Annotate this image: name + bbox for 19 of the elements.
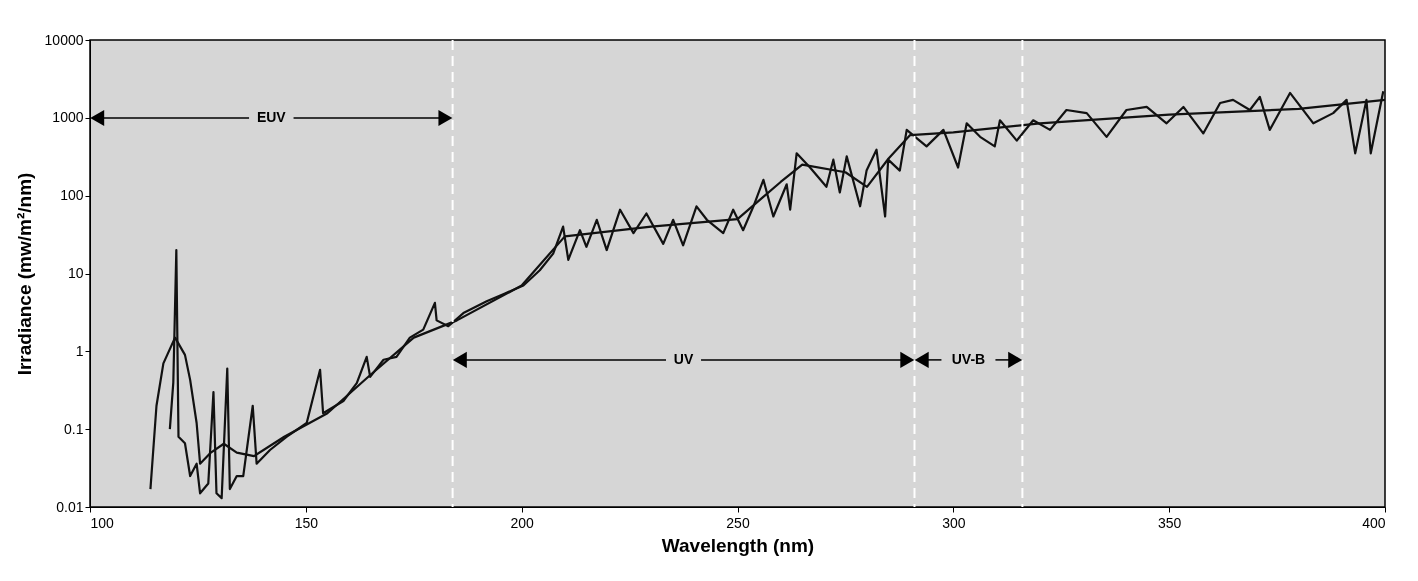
y-tick-label: 1000 bbox=[52, 109, 84, 126]
y-tick-label: 10000 bbox=[44, 31, 84, 48]
y-tick-label: 1 bbox=[75, 342, 84, 359]
x-tick-label: 350 bbox=[1157, 514, 1182, 531]
x-tick-label: 300 bbox=[942, 514, 966, 531]
x-tick-label: 200 bbox=[510, 514, 535, 531]
x-tick-label: 250 bbox=[726, 514, 750, 531]
x-tick-label: 400 bbox=[1362, 514, 1386, 531]
x-tick-label: 150 bbox=[294, 514, 319, 531]
x-axis-title: Wavelength (nm) bbox=[661, 534, 815, 556]
y-axis-title: Irradiance (mw/m²/nm) bbox=[13, 172, 35, 376]
y-tick-label: 0.1 bbox=[64, 420, 84, 437]
annotation: EUV bbox=[256, 108, 287, 125]
y-tick-label: 0.01 bbox=[56, 498, 84, 515]
annotation: UV-B bbox=[951, 350, 986, 367]
y-tick-label: 10 bbox=[67, 265, 84, 281]
x-tick-label: 100 bbox=[90, 514, 115, 531]
y-tick-label: 100 bbox=[60, 187, 84, 204]
annotation: UV bbox=[673, 350, 694, 367]
